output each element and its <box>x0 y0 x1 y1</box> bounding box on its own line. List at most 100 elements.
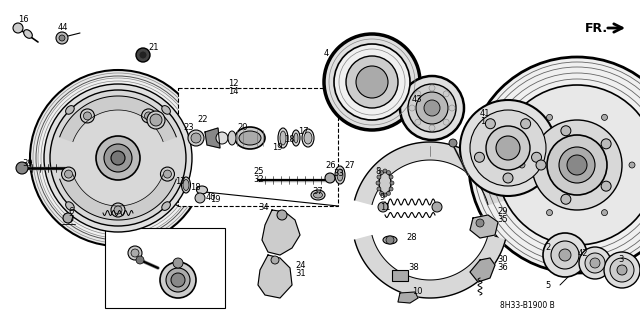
Circle shape <box>173 258 183 268</box>
Polygon shape <box>470 215 498 238</box>
Circle shape <box>377 187 381 191</box>
Circle shape <box>400 76 464 140</box>
Text: 8: 8 <box>375 167 380 176</box>
Circle shape <box>150 114 162 126</box>
Text: 5: 5 <box>545 280 550 290</box>
Text: 19: 19 <box>210 196 221 204</box>
Ellipse shape <box>196 186 207 194</box>
Circle shape <box>160 262 196 298</box>
Bar <box>105 228 225 308</box>
Polygon shape <box>355 142 506 204</box>
Text: 3: 3 <box>618 256 623 264</box>
Circle shape <box>59 35 65 41</box>
Ellipse shape <box>311 190 325 200</box>
Circle shape <box>520 119 531 129</box>
Circle shape <box>408 84 456 132</box>
Bar <box>178 88 338 206</box>
Text: 12: 12 <box>228 79 239 88</box>
Polygon shape <box>355 235 506 298</box>
Text: FR.: FR. <box>585 21 608 34</box>
Polygon shape <box>398 292 418 303</box>
Text: 24: 24 <box>295 261 305 270</box>
Circle shape <box>547 135 607 195</box>
Text: 11: 11 <box>380 204 390 212</box>
Circle shape <box>380 191 383 196</box>
Text: 19: 19 <box>272 144 282 152</box>
Circle shape <box>567 155 587 175</box>
Ellipse shape <box>335 166 345 184</box>
Circle shape <box>590 258 600 268</box>
Text: 4: 4 <box>324 48 329 57</box>
Text: 27: 27 <box>344 160 355 169</box>
Text: 23: 23 <box>183 123 194 132</box>
Circle shape <box>195 193 205 203</box>
Ellipse shape <box>235 127 265 149</box>
Circle shape <box>416 92 448 124</box>
Circle shape <box>561 194 571 204</box>
Text: 32: 32 <box>253 175 264 184</box>
Circle shape <box>56 32 68 44</box>
Circle shape <box>277 210 287 220</box>
Circle shape <box>460 100 556 196</box>
Circle shape <box>559 249 571 261</box>
Ellipse shape <box>162 106 170 114</box>
Circle shape <box>629 162 635 168</box>
Ellipse shape <box>314 192 323 198</box>
Ellipse shape <box>304 132 312 144</box>
Circle shape <box>111 203 125 217</box>
Text: 18: 18 <box>190 183 200 192</box>
Circle shape <box>188 130 204 146</box>
Circle shape <box>429 125 435 131</box>
Circle shape <box>128 246 142 260</box>
Text: 36: 36 <box>497 263 508 272</box>
Circle shape <box>104 144 132 172</box>
Ellipse shape <box>292 130 300 146</box>
Text: 30: 30 <box>497 256 508 264</box>
Circle shape <box>163 170 172 178</box>
Circle shape <box>389 187 393 191</box>
Bar <box>392 270 408 281</box>
Circle shape <box>585 253 605 273</box>
Ellipse shape <box>294 133 298 143</box>
Circle shape <box>65 170 72 178</box>
Polygon shape <box>470 258 495 282</box>
Circle shape <box>443 119 449 125</box>
Text: 37: 37 <box>312 187 323 196</box>
Circle shape <box>602 210 607 216</box>
Ellipse shape <box>239 131 261 145</box>
Ellipse shape <box>66 202 74 211</box>
Circle shape <box>415 119 421 125</box>
Circle shape <box>147 111 165 129</box>
Circle shape <box>346 56 398 108</box>
Circle shape <box>449 139 457 147</box>
Text: 16: 16 <box>18 16 29 25</box>
Circle shape <box>324 34 420 130</box>
Circle shape <box>383 193 387 197</box>
Circle shape <box>617 265 627 275</box>
Circle shape <box>389 175 393 179</box>
Circle shape <box>449 105 455 111</box>
Text: 9: 9 <box>380 194 385 203</box>
Circle shape <box>166 268 190 292</box>
Circle shape <box>139 51 147 59</box>
Text: 22: 22 <box>197 115 207 124</box>
Circle shape <box>532 152 541 162</box>
Ellipse shape <box>278 128 288 148</box>
Text: 18: 18 <box>284 136 294 145</box>
Text: 41: 41 <box>480 108 490 117</box>
Text: 8H33-B1900 B: 8H33-B1900 B <box>500 300 555 309</box>
Circle shape <box>387 191 390 196</box>
Circle shape <box>83 112 92 120</box>
Circle shape <box>390 181 394 185</box>
Circle shape <box>547 210 552 216</box>
Circle shape <box>16 162 28 174</box>
Ellipse shape <box>183 180 189 190</box>
Text: 10: 10 <box>412 287 422 296</box>
Circle shape <box>602 115 607 120</box>
Circle shape <box>601 139 611 149</box>
Circle shape <box>61 167 76 181</box>
Ellipse shape <box>162 202 170 211</box>
Circle shape <box>604 252 640 288</box>
Polygon shape <box>258 255 292 298</box>
Text: 35: 35 <box>497 216 508 225</box>
